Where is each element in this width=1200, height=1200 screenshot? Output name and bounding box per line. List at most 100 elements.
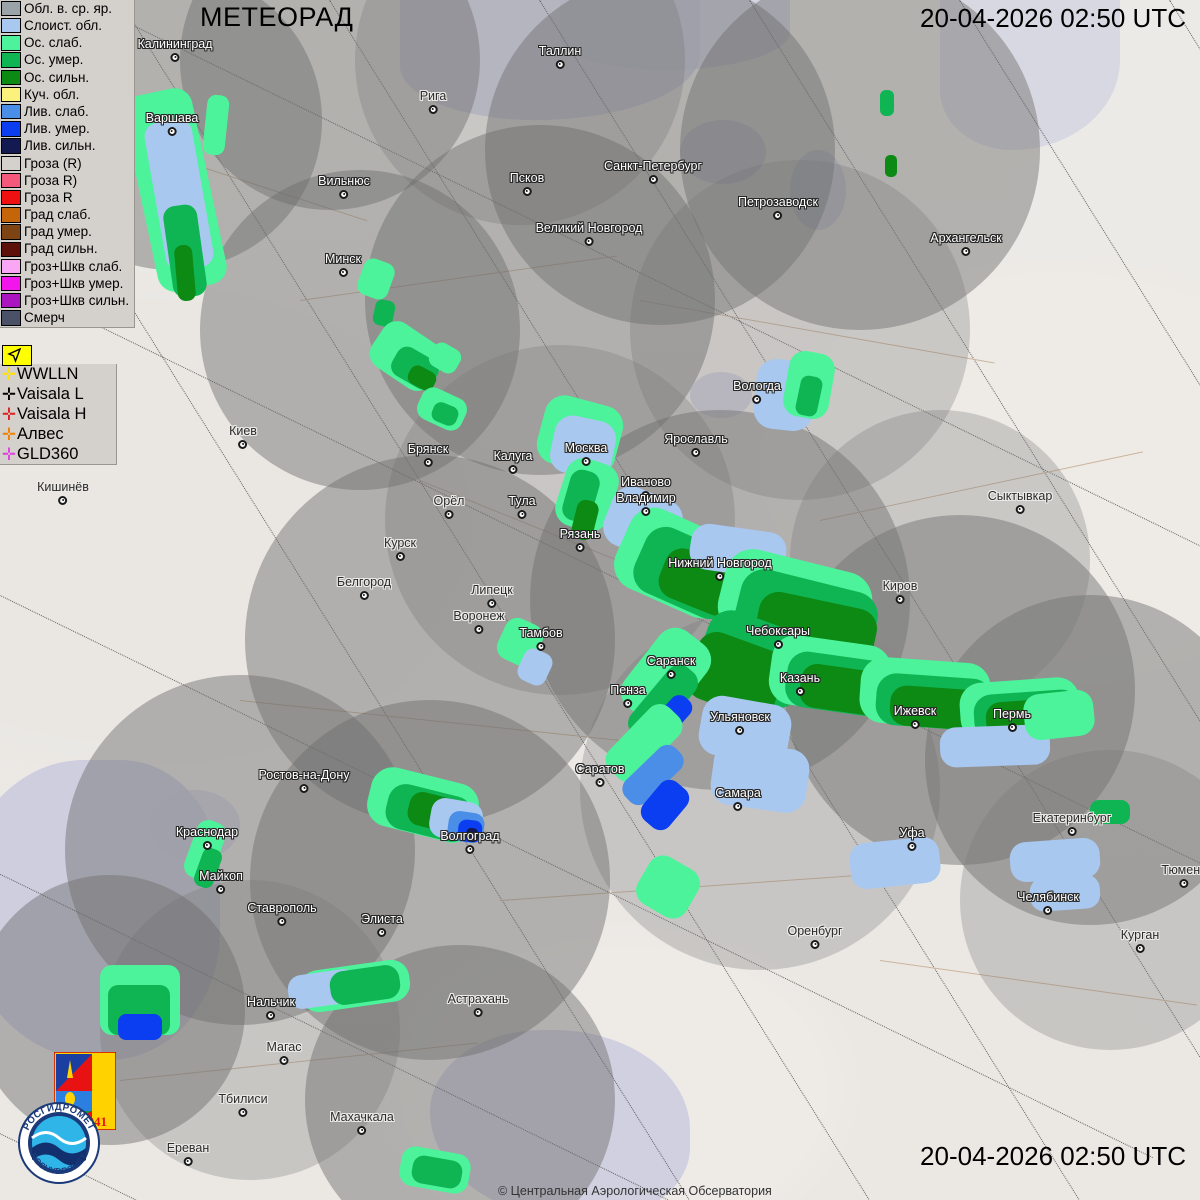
city-dot-icon (279, 1055, 289, 1065)
legend-row[interactable]: Гроза (R) (0, 155, 134, 172)
city-dot-icon (359, 590, 369, 600)
city-dot-icon (733, 801, 743, 811)
legend-row[interactable]: Лив. умер. (0, 120, 134, 137)
lightning-cross-icon: ✛ (1, 384, 17, 404)
city-marker: Пермь (993, 708, 1031, 732)
lightning-legend-row[interactable]: ✛ GLD360 (0, 444, 116, 464)
city-marker: Псков (510, 172, 544, 196)
cursor-arrow-icon (7, 348, 22, 363)
lightning-legend-row[interactable]: ✛ Vaisala L (0, 384, 116, 404)
legend-row[interactable]: Ос. сильн. (0, 69, 134, 86)
city-dot-icon (428, 104, 438, 114)
city-marker: Сыктывкар (987, 489, 1053, 514)
city-label: Кишинёв (37, 480, 89, 494)
city-label: Киров (882, 579, 918, 593)
legend-row[interactable]: Гроз+Шкв слаб. (0, 258, 134, 275)
legend-row[interactable]: Смерч (0, 309, 134, 326)
lightning-legend-label: GLD360 (17, 444, 79, 463)
legend-color-swatch (1, 121, 21, 137)
city-dot-icon (238, 1107, 248, 1117)
legend-row[interactable]: Гроза R (0, 189, 134, 206)
city-label: Сыктывкар (987, 489, 1053, 503)
city-marker: Курск (384, 537, 416, 561)
lightning-cross-icon: ✛ (1, 444, 17, 464)
rybinsk-reservoir (690, 372, 752, 418)
legend-row[interactable]: Обл. в. ср. яр. (0, 0, 134, 17)
city-dot-icon (216, 884, 226, 894)
city-dot-icon (183, 1156, 193, 1166)
city-label: Киев (229, 424, 257, 438)
pointer-tool-button[interactable] (2, 345, 32, 366)
city-dot-icon (508, 464, 518, 474)
city-label: Орёл (433, 494, 465, 508)
legend-row[interactable]: Град сильн. (0, 241, 134, 258)
city-label: Курган (1120, 928, 1160, 942)
legend-color-swatch (1, 207, 21, 223)
legend-row[interactable]: Град умер. (0, 223, 134, 240)
lightning-cross-icon: ✛ (1, 404, 17, 424)
city-dot-icon (1179, 878, 1189, 888)
city-dot-icon (641, 506, 651, 516)
city-label: Минск (324, 252, 362, 266)
page-title: МЕТЕОРАД (200, 2, 354, 32)
city-dot-icon (444, 509, 454, 519)
legend-row[interactable]: Ос. слаб. (0, 34, 134, 51)
city-dot-icon (584, 236, 594, 246)
legend-row[interactable]: Куч. обл. (0, 86, 134, 103)
city-dot-icon (299, 783, 309, 793)
city-label: Чебоксары (745, 624, 811, 638)
legend-row[interactable]: Лив. сильн. (0, 138, 134, 155)
city-marker: Астрахань (448, 993, 508, 1017)
city-label: Екатеринбург (1032, 811, 1112, 825)
legend-color-swatch (1, 18, 21, 34)
city-marker: Екатеринбург (1032, 811, 1112, 836)
legend-row[interactable]: Гроз+Шкв сильн. (0, 292, 134, 309)
city-label: Краснодар (175, 825, 239, 839)
radar-echo-cell (880, 90, 894, 116)
precipitation-legend[interactable]: Обл. в. ср. яр. Слоист. обл. Ос. слаб. Ос. … (0, 0, 135, 328)
radar-coverage-disc (485, 0, 835, 325)
radar-coverage-disc (680, 0, 1040, 330)
city-dot-icon (338, 267, 348, 277)
gulf-of-finland (560, 0, 790, 70)
legend-label: Ос. сильн. (24, 69, 90, 85)
city-marker: Нальчик (247, 996, 295, 1020)
legend-row[interactable]: Гроза R) (0, 172, 134, 189)
city-dot-icon (1007, 722, 1017, 732)
lightning-legend-row[interactable]: ✛ WWLLN (0, 364, 116, 384)
legend-color-swatch (1, 189, 21, 206)
legend-row[interactable]: Лив. слаб. (0, 103, 134, 120)
legend-label: Гроза R) (24, 172, 78, 188)
legend-label: Обл. в. ср. яр. (24, 0, 113, 16)
city-label: Владимир (616, 491, 676, 505)
city-label: Оренбург (787, 924, 843, 938)
city-marker: Петрозаводск (738, 196, 818, 220)
legend-row[interactable]: Слоист. обл. (0, 17, 134, 34)
city-label: Брянск (407, 442, 449, 456)
city-marker: Рязань (559, 527, 601, 552)
legend-label: Гроза (R) (24, 155, 82, 171)
city-dot-icon (167, 126, 177, 136)
lightning-legend-row[interactable]: ✛ Vaisala H (0, 404, 116, 424)
city-label: Рязань (559, 527, 601, 541)
legend-row[interactable]: Гроз+Шкв умер. (0, 275, 134, 292)
city-dot-icon (465, 844, 475, 854)
city-label: Казань (779, 671, 821, 685)
city-dot-icon (648, 174, 658, 184)
radar-coverage-disc (630, 160, 970, 500)
lightning-network-legend[interactable]: ✛ WWLLN ✛ Vaisala L ✛ Vaisala H ✛ Алвес ✛ GLD360 (0, 364, 117, 465)
legend-row[interactable]: Град слаб. (0, 206, 134, 223)
city-dot-icon (623, 698, 633, 708)
timestamp-bottom: 20-04-2026 02:50 UTC (920, 1141, 1186, 1171)
lightning-legend-label: WWLLN (17, 364, 79, 383)
lightning-legend-row[interactable]: ✛ Алвес (0, 424, 116, 444)
legend-color-swatch (1, 224, 21, 240)
city-marker: Челябинск (1017, 891, 1079, 915)
city-marker: Киров (882, 579, 918, 604)
legend-row[interactable]: Ос. умер. (0, 52, 134, 69)
legend-color-swatch (1, 172, 21, 189)
legend-color-swatch (1, 258, 21, 275)
caspian-sea (430, 1030, 690, 1200)
city-label: Санкт-Петербург (603, 159, 703, 173)
legend-color-swatch (1, 293, 21, 309)
